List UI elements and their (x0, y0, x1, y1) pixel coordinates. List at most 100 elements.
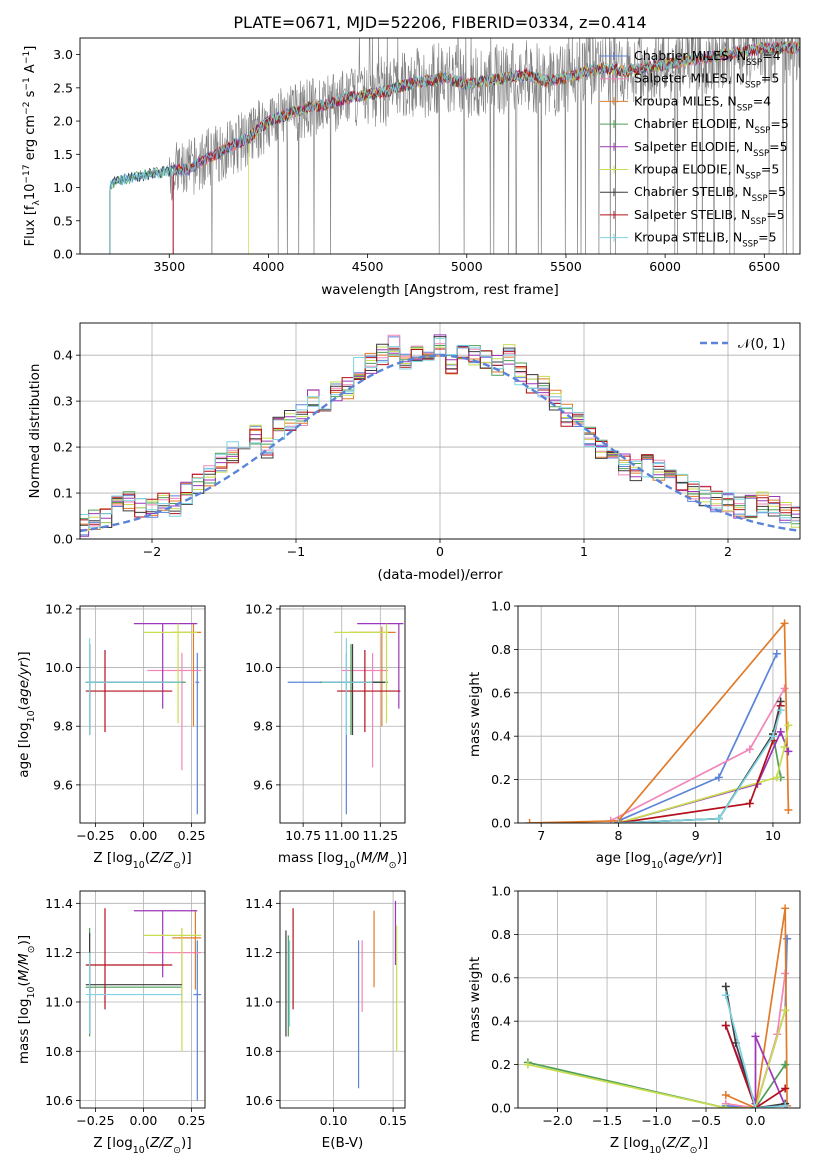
x-tick-label: 8 (614, 828, 622, 843)
x-tick-label: 5500 (550, 259, 582, 274)
axis-label: Z [log10(Z/Z⊙)] (93, 1135, 191, 1156)
x-tick-label: −2.0 (542, 1113, 572, 1128)
axes-frame (279, 605, 406, 824)
y-tick-label: 10.2 (245, 601, 273, 616)
panel-age-vs-Z: −0.25 0.00 0.25 9.6 9.8 10.0 10.2 Z [log10(Z/Z⊙… (16, 601, 205, 870)
weight-series-line (527, 1010, 787, 1108)
y-tick-label: 9.8 (253, 719, 273, 734)
y-tick-label: 2.0 (53, 114, 73, 129)
axes-frame (517, 890, 801, 1109)
weight-series-line (527, 1061, 786, 1108)
x-tick-label: 0.15 (379, 1113, 407, 1128)
plot-area (85, 908, 202, 1101)
panel-mass-vs-EBV: 0.10 0.15 10.6 10.8 11.0 11.2 11.4 E(B-V) (245, 890, 407, 1151)
panel-weight-vs-age: 7 8 9 10 0.0 0.2 0.4 0.6 0.8 1.0 age [log10(age/yr… (467, 599, 801, 871)
y-tick-label: 10.0 (245, 660, 273, 675)
x-tick-label: −0.25 (76, 828, 114, 843)
panel-age-vs-mass: 10.75 11.00 11.25 9.6 9.8 10.0 10.2 mass [log10… (245, 601, 407, 870)
y-tick-label: 9.6 (253, 777, 273, 792)
legend-label: Salpeter MILES, NSSP=5 (634, 71, 779, 91)
x-tick-label: 0.00 (130, 828, 158, 843)
panel-spectrum: 3500 4000 4500 5000 5500 6000 6500 0.0 0.5 1.0 1.5… (22, 37, 801, 298)
axis-label: mass [log10(M/M⊙)] (16, 935, 37, 1064)
x-tick-label: 6000 (649, 259, 681, 274)
x-tick-label: 4500 (352, 259, 384, 274)
x-tick-label: 3500 (153, 259, 185, 274)
weight-series-line (725, 908, 788, 1108)
y-tick-label: 11.2 (245, 945, 273, 960)
legend: Chabrier MILES, NSSP=4 Salpeter MILES, NS… (600, 48, 789, 250)
plot-area (285, 900, 398, 1089)
legend: 𝒩(0, 1) (700, 337, 785, 352)
weight-series-line (529, 621, 790, 823)
x-tick-label: −1 (287, 544, 305, 559)
axis-label: (data-model)/error (377, 567, 503, 583)
weight-series-line (618, 709, 782, 823)
weight-series-line (618, 725, 790, 823)
y-tick-label: 0.0 (53, 247, 73, 262)
x-tick-label: −0.5 (691, 1113, 721, 1128)
y-tick-label: 9.8 (53, 719, 73, 734)
axis-label: mass [log10(M/M⊙)] (278, 850, 407, 871)
weight-series-line (724, 994, 786, 1108)
legend-label: Kroupa ELODIE, NSSP=5 (634, 162, 779, 182)
plot-area (85, 622, 202, 815)
y-tick-label: 0.4 (491, 729, 511, 744)
y-tick-label: 11.2 (45, 945, 73, 960)
y-tick-label: 10.8 (245, 1044, 273, 1059)
legend-label: Chabrier STELIB, NSSP=5 (634, 184, 786, 204)
x-tick-label: 1 (580, 544, 588, 559)
legend-label: 𝒩(0, 1) (738, 337, 785, 352)
y-tick-label: 0.6 (491, 685, 511, 700)
x-tick-label: 5000 (451, 259, 483, 274)
histogram-step-line (80, 337, 800, 529)
axis-label: mass weight (467, 957, 483, 1042)
y-tick-label: 3.0 (53, 47, 73, 62)
x-tick-label: 0.25 (178, 828, 206, 843)
y-tick-label: 0.0 (491, 816, 511, 831)
y-tick-label: 0.4 (491, 1014, 511, 1029)
y-tick-label: 10.6 (245, 1093, 273, 1108)
plot-area (109, 38, 800, 254)
x-tick-label: 6500 (748, 259, 780, 274)
panel-residuals: −2 −1 0 1 2 0.0 0.1 0.2 0.3 0.4 𝒩(0, 1) (data-model… (27, 322, 801, 583)
x-tick-label: −2 (143, 544, 161, 559)
x-tick-label: −1.0 (641, 1113, 671, 1128)
y-tick-label: 0.4 (53, 348, 73, 363)
plot-area (525, 619, 793, 823)
axis-label: age [log10(age/yr)] (16, 651, 37, 777)
x-tick-label: 0 (436, 544, 444, 559)
axes-frame (517, 605, 801, 824)
y-tick-label: 11.0 (245, 994, 273, 1009)
y-tick-label: 0.2 (53, 440, 73, 455)
gaussian-curve (80, 354, 798, 533)
panels: 3500 4000 4500 5000 5500 6000 6500 0.0 0.5 1.0 1.5… (16, 37, 801, 1156)
y-tick-label: 11.4 (45, 896, 73, 911)
legend-label: Salpeter ELODIE, NSSP=5 (634, 139, 788, 159)
axes-frame (79, 890, 206, 1109)
y-tick-label: 0.8 (491, 642, 511, 657)
y-tick-label: 10.0 (45, 660, 73, 675)
axis-label: Flux [fλ10−17 erg cm−2 s−1 A−1] (22, 46, 42, 247)
y-tick-label: 10.6 (45, 1093, 73, 1108)
y-tick-label: 10.8 (45, 1044, 73, 1059)
x-tick-label: −1.5 (592, 1113, 622, 1128)
plot-area (287, 622, 404, 815)
axis-label: age [log10(age/yr)] (596, 850, 722, 871)
legend-label: Kroupa MILES, NSSP=4 (634, 93, 771, 113)
x-tick-label: −0.25 (76, 1113, 114, 1128)
axis-label: mass weight (467, 672, 483, 757)
x-tick-label: 0.0 (746, 1113, 766, 1128)
legend-label: Kroupa STELIB, NSSP=5 (634, 230, 777, 250)
y-tick-label: 11.0 (45, 994, 73, 1009)
plot-area (523, 904, 792, 1108)
axes-frame (79, 37, 801, 255)
panel-weight-vs-Z: −2.0 −1.5 −1.0 −0.5 0.0 0.0 0.2 0.4 0.6 0.8 1.0 Z [… (467, 884, 801, 1156)
y-tick-label: 9.6 (53, 777, 73, 792)
x-tick-label: 10 (765, 828, 781, 843)
x-tick-label: 10.75 (285, 828, 321, 843)
axis-label: Normed distribution (27, 364, 43, 499)
axis-label: Z [log10(Z/Z⊙)] (93, 850, 191, 871)
y-tick-label: 0.2 (491, 1057, 511, 1072)
plot-area (80, 334, 800, 537)
